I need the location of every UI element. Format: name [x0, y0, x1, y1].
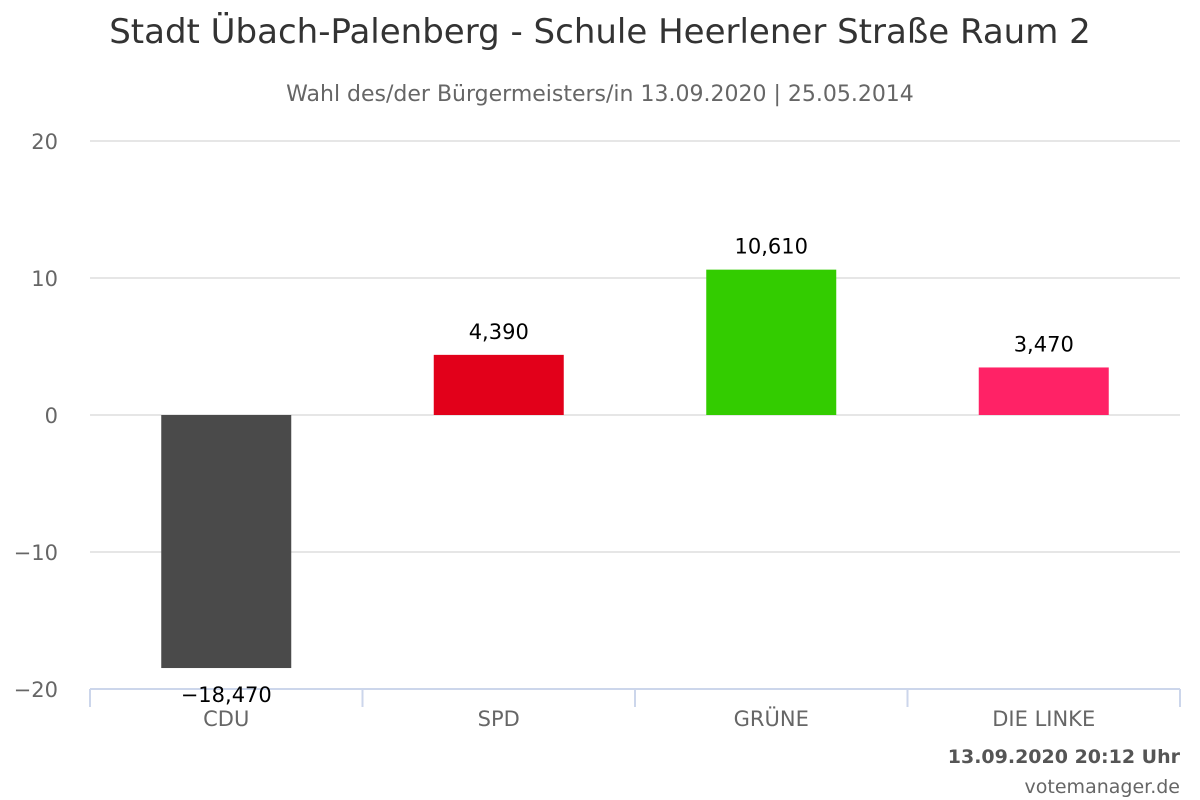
- x-tick-label: SPD: [478, 707, 520, 731]
- bar-spd: [433, 354, 564, 415]
- x-tick-label: CDU: [203, 707, 249, 731]
- timestamp: 13.09.2020 20:12 Uhr: [947, 746, 1180, 768]
- y-tick-label: 0: [45, 404, 58, 428]
- data-label: 3,470: [1014, 332, 1074, 356]
- data-label: −18,470: [181, 683, 272, 707]
- bar-grüne: [706, 269, 837, 415]
- chart-title: Stadt Übach-Palenberg - Schule Heerlener…: [109, 12, 1091, 52]
- bar-cdu: [161, 415, 292, 669]
- x-tick-label: GRÜNE: [734, 706, 809, 731]
- chart-subtitle: Wahl des/der Bürgermeisters/in 13.09.202…: [286, 82, 914, 107]
- credit-link[interactable]: votemanager.de: [1024, 776, 1180, 798]
- y-tick-label: 10: [31, 267, 58, 291]
- data-label: 10,610: [735, 235, 808, 259]
- x-tick-label: DIE LINKE: [992, 707, 1095, 731]
- y-tick-label: −10: [14, 541, 58, 565]
- y-tick-label: −20: [14, 678, 58, 702]
- bar-die-linke: [978, 367, 1109, 415]
- data-label: 4,390: [469, 320, 529, 344]
- y-tick-label: 20: [31, 130, 58, 154]
